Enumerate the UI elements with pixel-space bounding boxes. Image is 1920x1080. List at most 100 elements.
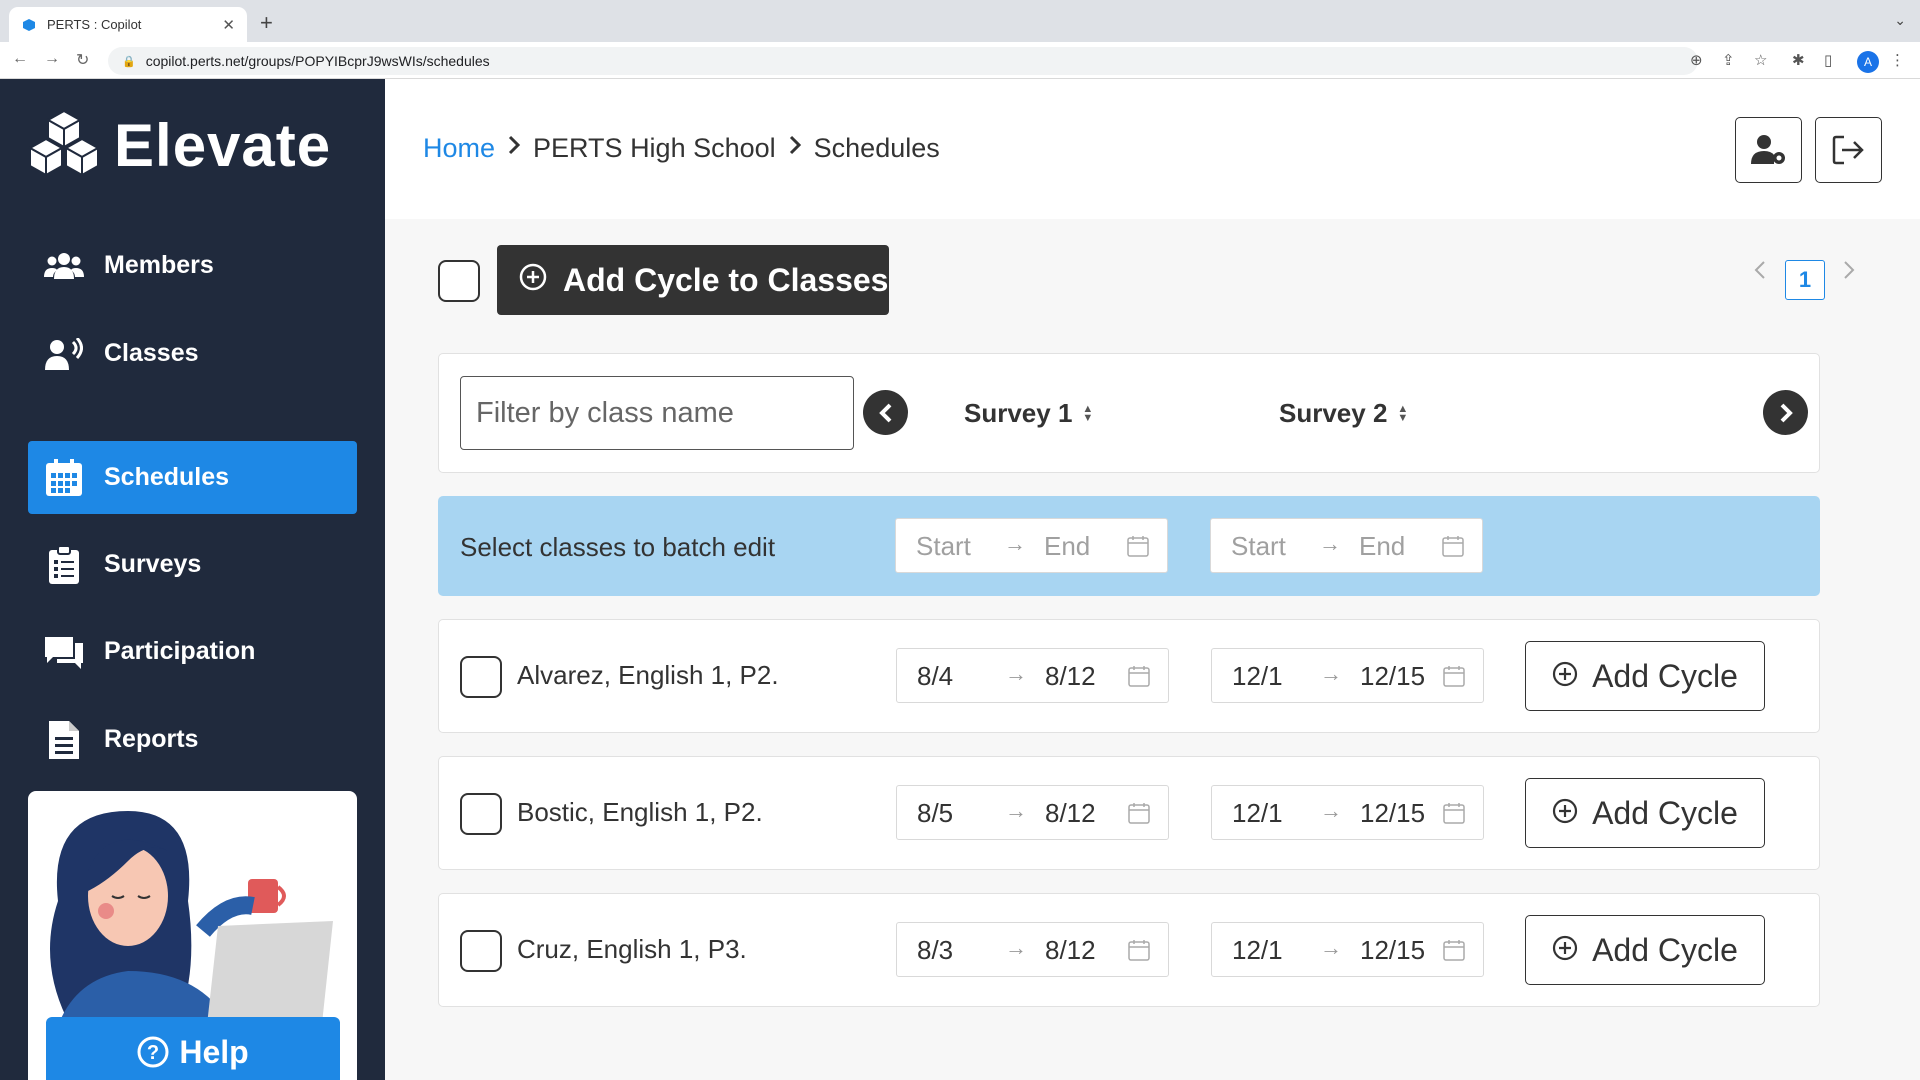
start-date: 12/1 — [1232, 661, 1283, 691]
extensions-icon[interactable]: ✱ — [1792, 52, 1805, 69]
filter-header-row: Survey 1 ▲▼ Survey 2 ▲▼ — [438, 353, 1820, 473]
batch-survey-1-date-range[interactable]: Start → End — [895, 518, 1168, 573]
presenter-icon — [42, 337, 86, 370]
brand-name: Elevate — [114, 111, 332, 179]
table-row: Alvarez, English 1, P2. 8/4 → 8/12 12/1 … — [438, 619, 1820, 733]
back-icon[interactable]: ← — [12, 50, 28, 67]
sort-icon: ▲ ▼ — [1397, 402, 1409, 424]
page-number-button[interactable]: 1 — [1785, 260, 1825, 300]
row-checkbox[interactable] — [460, 793, 502, 835]
start-date: 12/1 — [1232, 935, 1283, 965]
plus-circle-icon — [1552, 795, 1578, 832]
user-settings-button[interactable] — [1735, 117, 1802, 183]
elevate-cubes-icon — [28, 109, 100, 177]
survey-2-date-range[interactable]: 12/1 → 12/15 — [1211, 922, 1484, 977]
end-date: 12/15 — [1360, 935, 1426, 965]
document-icon — [42, 720, 86, 759]
sort-icon: ▲ ▼ — [1082, 402, 1094, 424]
help-label: Help — [179, 1033, 249, 1070]
page-header: Home PERTS High School Schedules — [385, 79, 1920, 219]
clipboard-icon — [42, 545, 86, 584]
arrow-right-icon: → — [1005, 935, 1027, 960]
profile-avatar[interactable]: A — [1857, 51, 1879, 73]
survey-2-label: Survey 2 — [1279, 398, 1388, 428]
survey-2-date-range[interactable]: 12/1 → 12/15 — [1211, 785, 1484, 840]
survey-2-date-range[interactable]: 12/1 → 12/15 — [1211, 648, 1484, 703]
next-surveys-button[interactable] — [1763, 390, 1808, 435]
row-checkbox[interactable] — [460, 656, 502, 698]
start-date: 8/3 — [917, 935, 954, 965]
plus-circle-icon — [1552, 658, 1578, 695]
start-date: 12/1 — [1232, 798, 1283, 828]
chevron-right-icon — [1780, 403, 1793, 422]
calendar-icon — [1443, 802, 1465, 829]
end-date-placeholder: End — [1359, 531, 1406, 561]
calendar-icon — [1442, 535, 1464, 562]
brand-logo[interactable]: Elevate — [28, 109, 331, 181]
add-cycle-to-classes-button[interactable]: Add Cycle to Classes — [497, 245, 889, 315]
sidebar-item-label: Members — [104, 251, 214, 279]
batch-edit-label: Select classes to batch edit — [460, 532, 776, 562]
user-gear-icon — [1750, 135, 1785, 164]
table-row: Bostic, English 1, P2. 8/5 → 8/12 12/1 →… — [438, 756, 1820, 870]
survey-2-column-header[interactable]: Survey 2 ▲ ▼ — [1279, 398, 1408, 429]
browser-toolbar: ← → ↻ 🔒 copilot.perts.net/groups/POPYIBc… — [0, 42, 1920, 79]
sidebar-item-reports[interactable]: Reports — [28, 703, 357, 776]
add-cycle-button[interactable]: Add Cycle — [1525, 778, 1765, 848]
sidebar-item-members[interactable]: Members — [28, 229, 357, 302]
sidebar-item-classes[interactable]: Classes — [28, 317, 357, 390]
share-icon[interactable]: ⇪ — [1722, 52, 1735, 69]
cube-favicon-icon — [21, 17, 37, 33]
calendar-icon — [1128, 802, 1150, 829]
zoom-icon[interactable]: ⊕ — [1690, 52, 1703, 69]
previous-surveys-button[interactable] — [863, 390, 908, 435]
breadcrumb-current: Schedules — [813, 133, 940, 163]
breadcrumb: Home PERTS High School Schedules — [423, 133, 940, 164]
survey-1-date-range[interactable]: 8/4 → 8/12 — [896, 648, 1169, 703]
side-panel-icon[interactable]: ▯ — [1824, 52, 1833, 69]
sidebar-item-surveys[interactable]: Surveys — [28, 528, 357, 601]
add-cycle-button[interactable]: Add Cycle — [1525, 641, 1765, 711]
survey-1-column-header[interactable]: Survey 1 ▲ ▼ — [964, 398, 1093, 429]
close-tab-icon[interactable]: ✕ — [222, 16, 235, 34]
new-tab-icon[interactable]: + — [260, 10, 273, 35]
sidebar-item-label: Surveys — [104, 550, 202, 578]
help-button[interactable]: ? Help — [46, 1017, 340, 1080]
survey-1-date-range[interactable]: 8/5 → 8/12 — [896, 785, 1169, 840]
filter-class-name-input[interactable] — [460, 376, 854, 450]
browser-tab[interactable]: PERTS : Copilot ✕ — [9, 7, 247, 42]
batch-survey-2-date-range[interactable]: Start → End — [1210, 518, 1483, 573]
add-cycle-label: Add Cycle — [1592, 794, 1738, 831]
add-cycle-button[interactable]: Add Cycle — [1525, 915, 1765, 985]
calendar-icon — [42, 458, 86, 497]
browser-menu-icon[interactable]: ⋮ — [1890, 52, 1905, 69]
prev-page-icon[interactable] — [1753, 259, 1767, 288]
batch-edit-row: Select classes to batch edit Start → End… — [438, 496, 1820, 596]
calendar-icon — [1128, 939, 1150, 966]
url-text: copilot.perts.net/groups/POPYIBcprJ9wsWI… — [145, 53, 490, 69]
bookmark-star-icon[interactable]: ☆ — [1754, 52, 1768, 69]
plus-circle-icon — [1552, 932, 1578, 969]
breadcrumb-home-link[interactable]: Home — [423, 133, 496, 163]
question-circle-icon: ? — [137, 1036, 169, 1068]
sidebar-item-schedules[interactable]: Schedules — [28, 441, 357, 514]
end-date: 12/15 — [1360, 798, 1426, 828]
next-page-icon[interactable] — [1842, 259, 1856, 288]
logout-button[interactable] — [1815, 117, 1882, 183]
chevron-left-icon — [878, 403, 891, 422]
arrow-right-icon: → — [1005, 798, 1027, 823]
address-bar[interactable]: 🔒 copilot.perts.net/groups/POPYIBcprJ9ws… — [108, 47, 1698, 75]
sidebar-item-participation[interactable]: Participation — [28, 615, 357, 688]
reload-icon[interactable]: ↻ — [76, 52, 90, 69]
row-checkbox[interactable] — [460, 930, 502, 972]
tab-search-chevron-icon[interactable]: ⌄ — [1894, 12, 1906, 28]
forward-icon[interactable]: → — [44, 50, 60, 67]
end-date-placeholder: End — [1044, 531, 1091, 561]
sidebar-item-label: Classes — [104, 339, 199, 367]
calendar-icon — [1128, 665, 1150, 692]
breadcrumb-school-link[interactable]: PERTS High School — [533, 133, 776, 163]
survey-1-date-range[interactable]: 8/3 → 8/12 — [896, 922, 1169, 977]
survey-1-label: Survey 1 — [964, 398, 1073, 428]
start-date-placeholder: Start — [1231, 531, 1286, 561]
select-all-checkbox[interactable] — [438, 260, 480, 302]
